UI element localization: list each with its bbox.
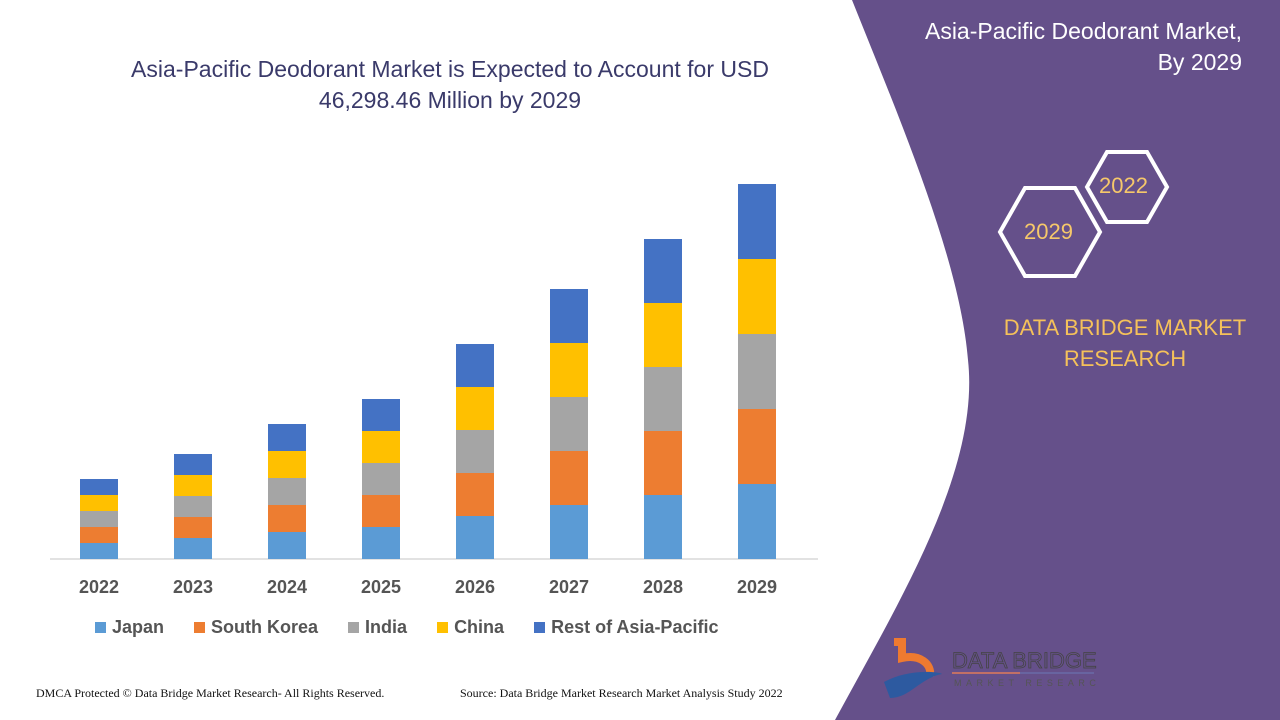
bar-segment-2024-south-korea [268, 505, 306, 532]
x-tick-label: 2023 [173, 577, 213, 597]
legend-item: India [348, 617, 407, 638]
bar-segment-2024-india [268, 478, 306, 505]
bar-segment-2025-india [362, 463, 400, 495]
legend: Japan South Korea India China Rest of Asia-P… [95, 617, 748, 638]
bar-segment-2029-japan [738, 484, 776, 559]
bar-segment-2027-japan [550, 505, 588, 559]
bar-segment-2024-china [268, 451, 306, 478]
legend-item: South Korea [194, 617, 318, 638]
legend-swatch [348, 622, 360, 633]
hexagon-2029 [997, 186, 1103, 278]
x-tick-label: 2028 [643, 577, 683, 597]
bar-segment-2026-india [456, 430, 494, 473]
legend-item: Japan [95, 617, 164, 638]
bar-segment-2029-india [738, 334, 776, 409]
bar-segment-2027-south-korea [550, 451, 588, 505]
bar-segment-2028-india [644, 367, 682, 431]
hex-label-2029: 2029 [1024, 219, 1073, 244]
bar-segment-2022-south-korea [80, 527, 118, 543]
legend-swatch [95, 622, 106, 633]
side-heading: Asia-Pacific Deodorant Market, By 2029 [924, 18, 1242, 75]
x-tick-label: 2029 [737, 577, 777, 597]
x-tick-label: 2026 [455, 577, 495, 597]
bar-segment-2023-china [174, 475, 212, 496]
bar-segment-2026-china [456, 387, 494, 430]
bar-segment-2028-china [644, 303, 682, 367]
logo: DATA BRIDGE MARKET RESEARCH [880, 638, 1107, 709]
legend-label: Rest of Asia-Pacific [551, 617, 719, 637]
brand-text: DATA BRIDGE MARKET RESEARCH [1003, 315, 1247, 371]
bar-segment-2029-south-korea [738, 409, 776, 484]
bar-segment-2024-japan [268, 532, 306, 559]
bar-segment-2029-china [738, 259, 776, 334]
x-tick-label: 2024 [267, 577, 307, 597]
footer-source: Source: Data Bridge Market Research Mark… [460, 686, 783, 700]
bar-segment-2028-japan [644, 495, 682, 559]
bar-segment-2022-rest-of-asia-pacific [80, 479, 118, 495]
legend-swatch [437, 622, 449, 633]
footer-copyright: DMCA Protected © Data Bridge Market Rese… [36, 686, 385, 700]
x-tick-label: 2022 [79, 577, 119, 597]
legend-item: China [437, 617, 504, 638]
logo-text: DATA BRIDGE [952, 648, 1097, 673]
chart-title: Asia-Pacific Deodorant Market is Expecte… [131, 56, 769, 113]
hex-label-2022: 2022 [1099, 173, 1148, 198]
logo-subtext: MARKET RESEARCH [954, 678, 1100, 688]
bar-segment-2026-south-korea [456, 473, 494, 516]
side-panel-bg [835, 0, 1280, 720]
legend-label: China [454, 617, 505, 637]
x-tick-label: 2025 [361, 577, 401, 597]
bar-segment-2027-india [550, 397, 588, 451]
bar-segment-2027-china [550, 343, 588, 397]
legend-swatch [194, 622, 206, 633]
stacked-bar-chart: 2022 2023 2024 2025 2026 2027 2028 2029 [50, 184, 818, 597]
bar-segment-2026-rest-of-asia-pacific [456, 344, 494, 387]
bar-segment-2023-japan [174, 538, 212, 559]
bar-segment-2022-china [80, 495, 118, 511]
bar-segment-2025-china [362, 431, 400, 463]
bar-segment-2025-south-korea [362, 495, 400, 527]
bar-segment-2027-rest-of-asia-pacific [550, 289, 588, 343]
bar-segment-2028-rest-of-asia-pacific [644, 239, 682, 303]
legend-item: Rest of Asia-Pacific [534, 617, 718, 638]
legend-label: India [365, 617, 408, 637]
bar-segment-2022-india [80, 511, 118, 527]
bar-segment-2023-rest-of-asia-pacific [174, 454, 212, 475]
bar-segment-2029-rest-of-asia-pacific [738, 184, 776, 259]
bar-segment-2025-japan [362, 527, 400, 559]
x-tick-label: 2027 [549, 577, 589, 597]
bar-segment-2023-south-korea [174, 517, 212, 538]
bar-segment-2025-rest-of-asia-pacific [362, 399, 400, 431]
bar-segment-2023-india [174, 496, 212, 517]
bar-segment-2022-japan [80, 543, 118, 559]
bar-segment-2024-rest-of-asia-pacific [268, 424, 306, 451]
bar-segment-2026-japan [456, 516, 494, 559]
legend-label: Japan [112, 617, 165, 637]
hexagon-2022 [1084, 150, 1170, 224]
legend-label: South Korea [211, 617, 319, 637]
legend-swatch [534, 622, 546, 633]
bar-segment-2028-south-korea [644, 431, 682, 495]
